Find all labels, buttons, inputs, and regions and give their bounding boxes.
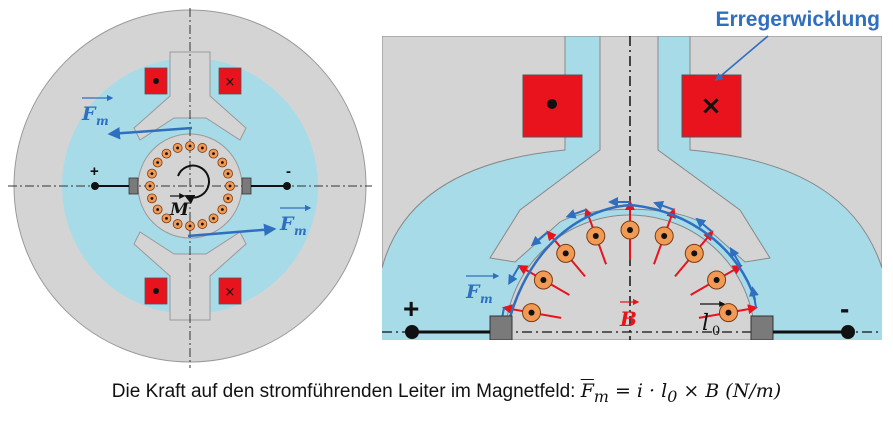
detail-minus: - [840, 293, 849, 324]
force-arrow-bottom [187, 223, 277, 238]
detail-force-label: F m [465, 272, 500, 306]
cross-mark: × [225, 285, 236, 300]
left-motor-section: × × + - M F m F m [8, 8, 372, 368]
torque-label: M [169, 200, 190, 220]
coil-bottom-right [218, 277, 242, 305]
brush-left [128, 177, 139, 195]
caption-formula: Fm = i · l0 × B (N/m) [580, 380, 782, 406]
brush-right [241, 177, 252, 195]
winding-title: Erregerwicklung [715, 8, 880, 31]
svg-text:B: B [619, 307, 637, 331]
title-pointer [714, 35, 769, 82]
length-label: l 0 [700, 301, 726, 339]
brush-detail-left [489, 315, 513, 340]
terminal-plus [91, 182, 99, 190]
svg-text:F: F [81, 103, 97, 125]
svg-text:m: m [96, 114, 109, 128]
field-label: B [619, 298, 640, 331]
force-label-top: F m [81, 94, 114, 128]
torque-arrow [177, 164, 210, 204]
coil-top-right [218, 67, 242, 95]
force-arrow [729, 246, 742, 267]
detail-conductors [496, 197, 759, 330]
svg-text:×: × [700, 91, 722, 121]
cross-mark: × [225, 75, 236, 90]
svg-text:l: l [702, 311, 709, 336]
force-arrow [565, 208, 587, 219]
caption: Die Kraft auf den stromführenden Leiter … [0, 380, 893, 406]
terminal-minus [283, 182, 291, 190]
force-arc [503, 203, 757, 339]
force-arrow [530, 231, 549, 247]
minus-label: - [286, 163, 291, 180]
rotor-conductors [145, 141, 235, 231]
svg-text:F: F [465, 281, 481, 303]
brush-detail-right [750, 315, 774, 340]
plus-label: + [90, 163, 99, 180]
coil-cross [681, 74, 742, 138]
detail-plus: + [403, 293, 419, 324]
force-arrow [653, 200, 675, 211]
force-arrow-top [107, 126, 193, 140]
pole-detail [489, 36, 771, 263]
svg-text:m: m [480, 292, 493, 306]
svg-text:m: m [294, 224, 307, 238]
svg-text:0: 0 [712, 324, 720, 339]
svg-text:F: F [279, 213, 295, 235]
right-detail-section: × + - Erregerwicklung F m [382, 8, 882, 340]
caption-text: Die Kraft auf den stromführenden Leiter … [111, 381, 576, 402]
force-arrow [695, 217, 713, 233]
force-label-bottom: F m [279, 204, 312, 238]
force-arrow [508, 265, 521, 286]
